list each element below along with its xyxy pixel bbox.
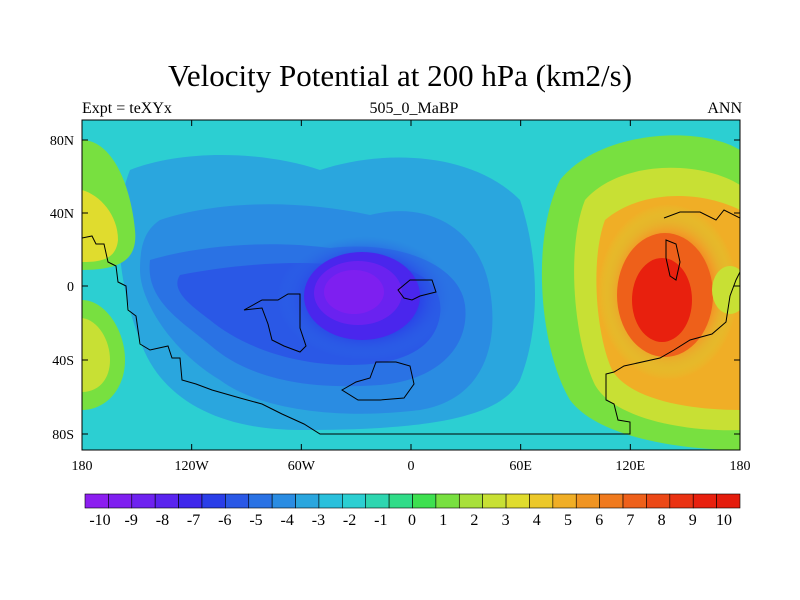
colorbar-swatch bbox=[458, 493, 483, 509]
colorbar-label: -9 bbox=[125, 512, 138, 529]
colorbar-swatch bbox=[108, 493, 133, 509]
contour-minus-9 bbox=[324, 270, 384, 314]
colorbar-label: 3 bbox=[502, 512, 510, 529]
colorbar-swatch bbox=[178, 493, 203, 509]
colorbar-label: 5 bbox=[564, 512, 572, 529]
colorbar-swatch bbox=[201, 493, 226, 509]
contour-field bbox=[82, 120, 740, 450]
x-tick-label: 60W bbox=[288, 459, 316, 474]
colorbar-swatch bbox=[295, 493, 320, 509]
x-tick-label: 0 bbox=[408, 459, 415, 474]
y-tick-label: 80N bbox=[50, 134, 74, 149]
x-tick-label: 180 bbox=[72, 459, 93, 474]
colorbar-label: 7 bbox=[626, 512, 634, 529]
colorbar-label: -3 bbox=[312, 512, 325, 529]
colorbar-label: 8 bbox=[658, 512, 666, 529]
colorbar-label: -1 bbox=[374, 512, 387, 529]
contour-west-lower-inner bbox=[82, 318, 110, 392]
colorbar-swatch bbox=[646, 493, 671, 509]
colorbar-label: -2 bbox=[343, 512, 356, 529]
colorbar-swatch bbox=[154, 493, 179, 509]
colorbar-swatch bbox=[505, 493, 530, 509]
experiment-label: Expt = teXYx bbox=[82, 100, 172, 117]
contour-west-upper-inner bbox=[82, 190, 118, 262]
x-tick-label: 60E bbox=[509, 459, 532, 474]
colorbar-swatch bbox=[575, 493, 600, 509]
colorbar-label: -4 bbox=[281, 512, 294, 529]
colorbar-label: 9 bbox=[689, 512, 697, 529]
coastline-asia bbox=[663, 209, 740, 221]
colorbar-swatch bbox=[716, 493, 741, 509]
colorbar-label: 1 bbox=[439, 512, 447, 529]
colorbar-swatch bbox=[131, 493, 156, 509]
contour-eastern-notch bbox=[712, 266, 740, 314]
colorbar-swatch bbox=[622, 493, 647, 509]
colorbar-label: -7 bbox=[187, 512, 200, 529]
coastline-south-americas-antarctic bbox=[82, 235, 740, 435]
colorbar-swatch bbox=[482, 493, 507, 509]
y-tick-label: 0 bbox=[67, 280, 74, 295]
colorbar-swatch bbox=[435, 493, 460, 509]
y-tick-label: 40N bbox=[50, 207, 74, 222]
colorbar-label: -8 bbox=[156, 512, 169, 529]
colorbar-label: -5 bbox=[249, 512, 262, 529]
contour-plus-10 bbox=[632, 258, 692, 342]
colorbar-swatch bbox=[225, 493, 250, 509]
coastline-island-3 bbox=[397, 279, 437, 301]
colorbar-swatch bbox=[412, 493, 437, 509]
colorbar-swatch bbox=[342, 493, 367, 509]
colorbar-label: 2 bbox=[470, 512, 478, 529]
colorbar-label: 0 bbox=[408, 512, 416, 529]
x-tick-label: 120E bbox=[616, 459, 646, 474]
colorbar-swatch bbox=[248, 493, 273, 509]
y-tick-label: 80S bbox=[52, 428, 74, 443]
colorbar-swatch bbox=[271, 493, 296, 509]
colorbar-label: -10 bbox=[89, 512, 110, 529]
chart-title: Velocity Potential at 200 hPa (km2/s) bbox=[167, 58, 633, 93]
colorbar-swatch bbox=[388, 493, 413, 509]
colorbar-label: 4 bbox=[533, 512, 541, 529]
colorbar-swatch bbox=[529, 493, 554, 509]
coastlines bbox=[82, 209, 740, 435]
axis-ticks: 180 120W 60W 0 60E 120E 180 80N 40N 0 40S 80S bbox=[50, 120, 751, 474]
colorbar-swatch bbox=[599, 493, 624, 509]
coastline-island-2 bbox=[341, 361, 415, 401]
colorbar-label: -6 bbox=[218, 512, 231, 529]
y-tick-label: 40S bbox=[52, 354, 74, 369]
colorbar-swatch bbox=[692, 493, 717, 509]
colorbar-swatch bbox=[84, 493, 109, 509]
coastline-island-1 bbox=[243, 293, 307, 353]
colorbar-label: 10 bbox=[716, 512, 732, 529]
colorbar-swatch bbox=[669, 493, 694, 509]
colorbar-swatch bbox=[365, 493, 390, 509]
case-label: 505_0_MaBP bbox=[369, 100, 459, 117]
coastline-peninsula bbox=[665, 239, 681, 281]
colorbar-swatch bbox=[318, 493, 343, 509]
season-label: ANN bbox=[707, 100, 742, 117]
colorbar: -10 -9 -8 -7 -6 -5 -4 -3 -2 -1 0 1 2 3 4 5 6 7 8 9 10 bbox=[84, 493, 741, 529]
x-tick-label: 180 bbox=[730, 459, 751, 474]
x-tick-label: 120W bbox=[175, 459, 210, 474]
colorbar-swatch bbox=[552, 493, 577, 509]
colorbar-label: 6 bbox=[595, 512, 603, 529]
